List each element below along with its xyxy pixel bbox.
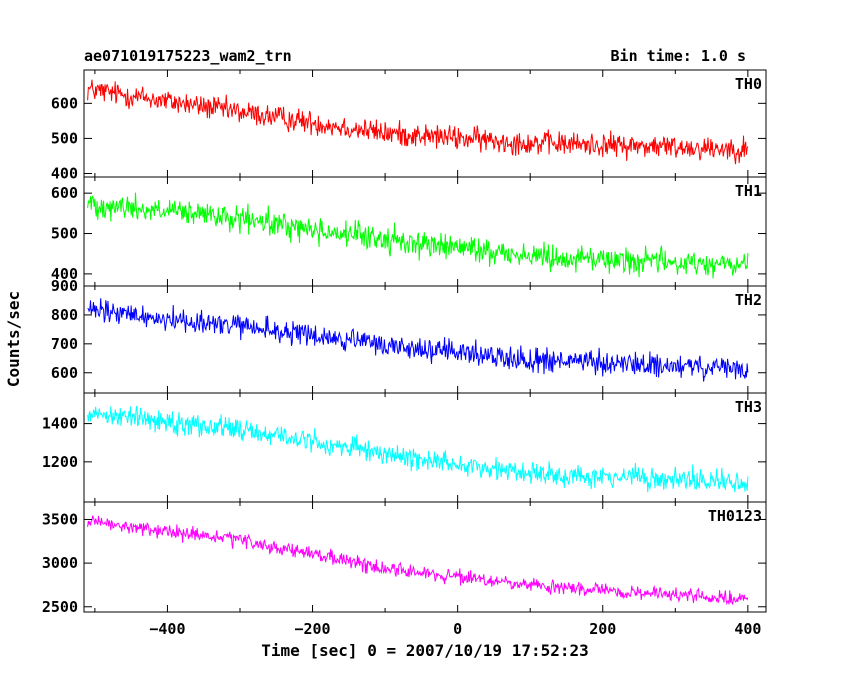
y-tick-label: 600 [51, 94, 78, 112]
x-tick-label: −400 [149, 620, 185, 638]
series-th0-line [87, 79, 749, 165]
y-tick-label: 700 [51, 335, 78, 353]
y-tick-label: 400 [51, 265, 78, 283]
x-axis-label: Time [sec] 0 = 2007/10/19 17:52:23 [261, 641, 589, 660]
panel-label-th3: TH3 [735, 398, 762, 416]
panel-label-th1: TH1 [735, 182, 762, 200]
y-tick-label: 900 [51, 277, 78, 295]
panels-layer: 400 500 600 TH0 400 500 600 TH1 600 700 800 900 TH2 1… [42, 69, 767, 638]
panel-th0123: 2500 3000 3500 TH0123 [42, 501, 767, 616]
y-tick-label: 3500 [42, 510, 78, 528]
y-tick-label: 600 [51, 364, 78, 382]
x-tick-label: 200 [589, 620, 616, 638]
panel-th0: 400 500 600 TH0 [51, 69, 767, 182]
panel-frame [83, 69, 767, 178]
y-tick-label: 500 [51, 129, 78, 147]
y-axis-label: Counts/sec [4, 291, 23, 387]
panel-th1: 400 500 600 TH1 [51, 176, 767, 287]
panel-th3: 1200 1400 TH3 [42, 392, 767, 503]
panel-frame [83, 285, 767, 394]
x-tick-label: 400 [734, 620, 761, 638]
panel-frame [83, 501, 767, 613]
y-tick-label: 600 [51, 184, 78, 202]
y-tick-label: 2500 [42, 598, 78, 616]
panel-label-th2: TH2 [735, 291, 762, 309]
series-th3-line [87, 405, 749, 493]
x-tick-label: −200 [294, 620, 330, 638]
y-tick-label: 400 [51, 164, 78, 182]
y-tick-label: 1200 [42, 453, 78, 471]
x-tick-label: 0 [453, 620, 462, 638]
panel-th2: 600 700 800 900 TH2 [51, 277, 767, 394]
series-th0123-line [87, 515, 749, 606]
panel-frame [83, 176, 767, 287]
y-tick-label: 1400 [42, 415, 78, 433]
y-tick-label: 800 [51, 306, 78, 324]
y-tick-label: 3000 [42, 554, 78, 572]
chart-title: ae071019175223_wam2_trn [84, 47, 292, 65]
panel-label-th0: TH0 [735, 75, 762, 93]
bin-time-label: Bin time: 1.0 s [611, 47, 746, 65]
series-th2-line [87, 298, 749, 382]
series-th1-line [87, 192, 749, 279]
y-tick-label: 500 [51, 225, 78, 243]
panel-label-th0123: TH0123 [708, 507, 762, 525]
